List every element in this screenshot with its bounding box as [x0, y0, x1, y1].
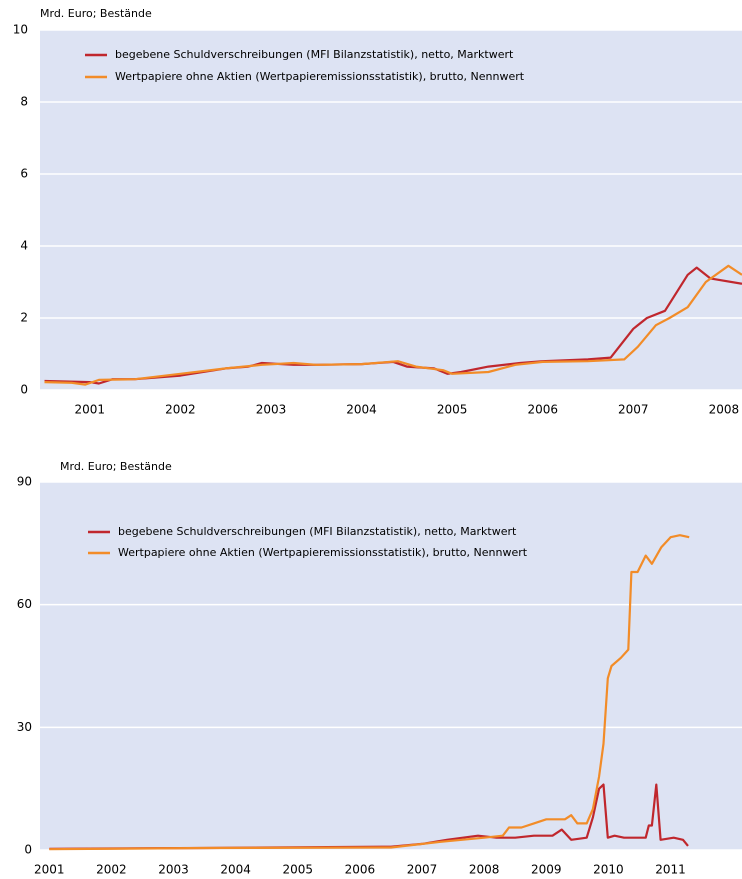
y-tick-label: 0 — [20, 383, 28, 397]
x-tick-label: 2007 — [407, 863, 438, 877]
x-tick-label: 2004 — [346, 403, 377, 417]
series-line — [49, 534, 690, 851]
series-line — [49, 783, 689, 850]
series-line — [44, 264, 742, 386]
y-tick-label: 30 — [17, 720, 32, 734]
x-tick-label: 2005 — [437, 403, 468, 417]
y-tick-label: 90 — [17, 475, 32, 489]
x-tick-label: 2008 — [709, 403, 740, 417]
x-tick-label: 2001 — [34, 863, 65, 877]
legend-label: Wertpapiere ohne Aktien (Wertpapieremiss… — [115, 70, 525, 83]
legend-label: begebene Schuldverschreibungen (MFI Bila… — [115, 48, 514, 61]
x-tick-label: 2001 — [75, 403, 106, 417]
legend-label: Wertpapiere ohne Aktien (Wertpapieremiss… — [118, 546, 528, 559]
y-axis-unit: Mrd. Euro; Bestände — [60, 460, 172, 473]
x-tick-label: 2011 — [655, 863, 686, 877]
x-tick-label: 2010 — [593, 863, 624, 877]
x-tick-label: 2004 — [220, 863, 251, 877]
y-tick-label: 8 — [20, 95, 28, 109]
x-tick-label: 2009 — [531, 863, 562, 877]
plot-area — [40, 482, 742, 850]
x-tick-label: 2005 — [283, 863, 314, 877]
y-tick-label: 4 — [20, 239, 28, 253]
x-tick-label: 2002 — [96, 863, 127, 877]
x-tick-label: 2006 — [527, 403, 558, 417]
x-tick-label: 2006 — [345, 863, 376, 877]
y-tick-label: 0 — [24, 843, 32, 857]
y-axis-unit: Mrd. Euro; Bestände — [40, 7, 152, 20]
x-tick-label: 2003 — [158, 863, 189, 877]
y-tick-label: 2 — [20, 311, 28, 325]
legend-label: begebene Schuldverschreibungen (MFI Bila… — [118, 525, 517, 538]
x-tick-label: 2008 — [469, 863, 500, 877]
x-tick-label: 2002 — [165, 403, 196, 417]
y-tick-label: 10 — [13, 23, 28, 37]
y-tick-label: 6 — [20, 167, 28, 181]
x-tick-label: 2007 — [618, 403, 649, 417]
y-tick-label: 60 — [17, 597, 32, 611]
plot-area — [40, 30, 742, 390]
x-tick-label: 2003 — [256, 403, 287, 417]
